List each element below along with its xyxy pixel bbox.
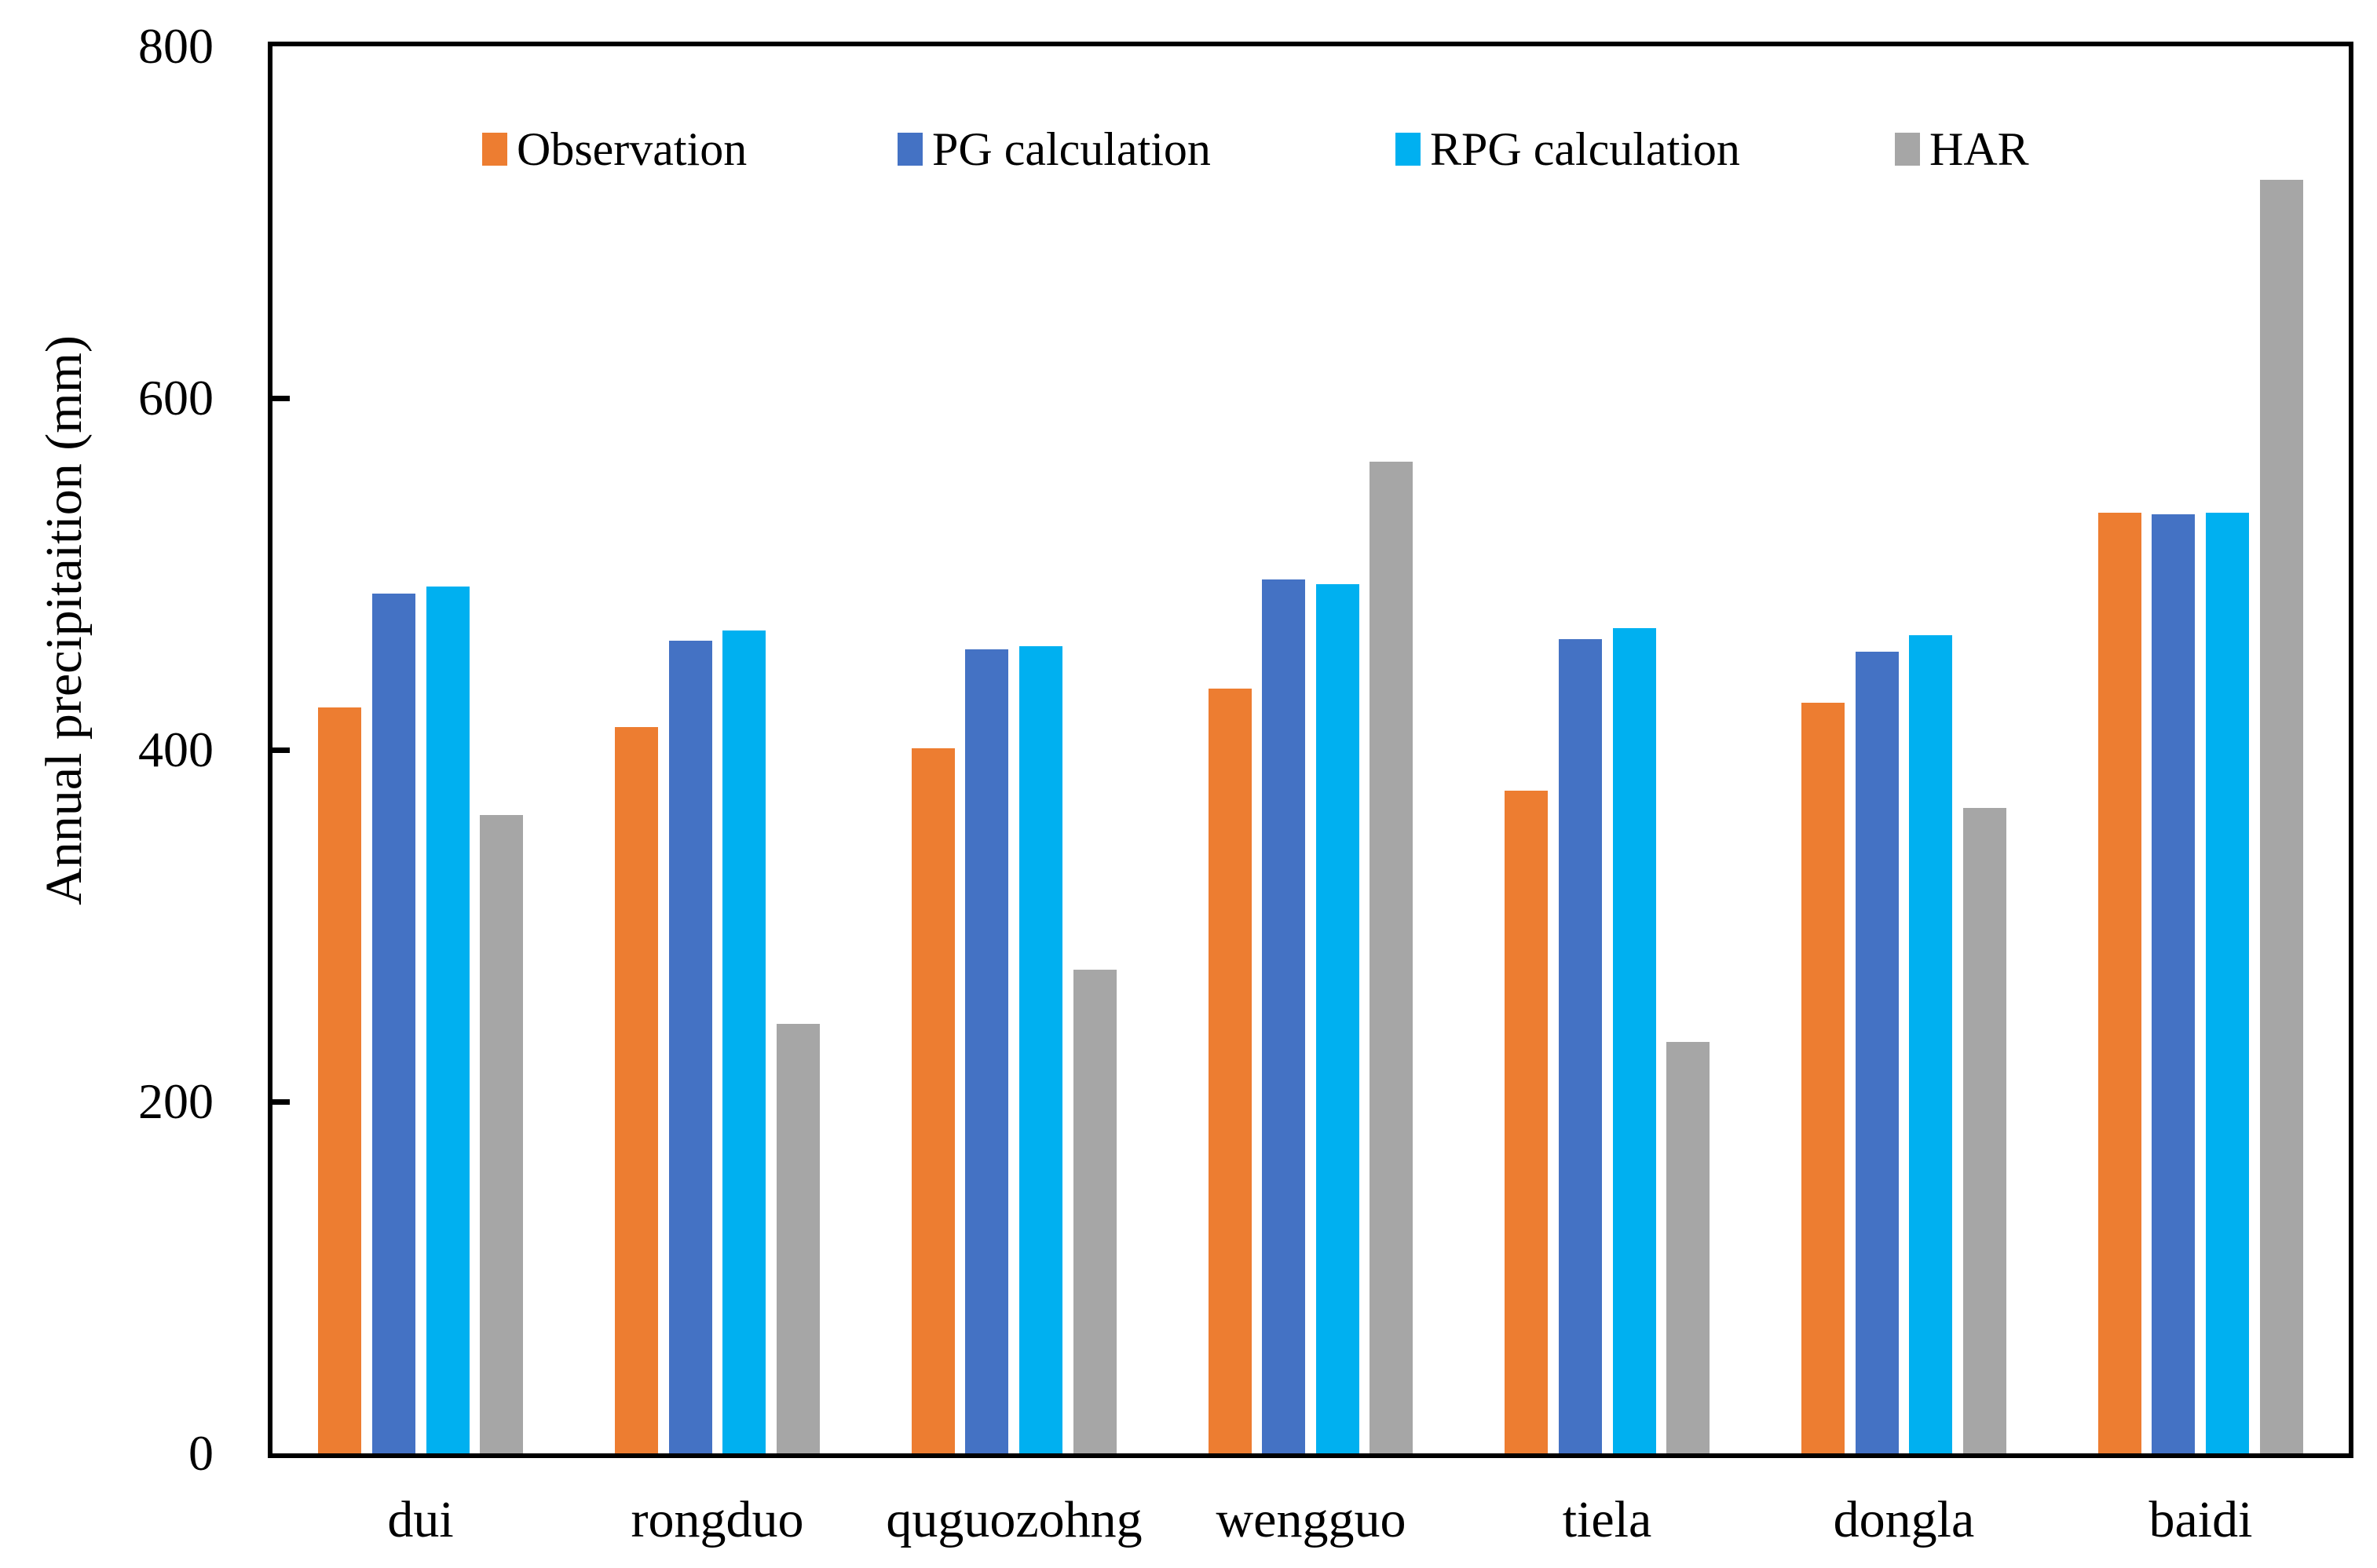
x-axis-label-quguozohng: quguozohng: [886, 1491, 1143, 1548]
x-axis-label-wengguo: wengguo: [1216, 1491, 1406, 1548]
y-axis-tick-label-0: 0: [188, 1425, 214, 1481]
legend-item-observation: Observation: [482, 116, 747, 182]
legend-item-har: HAR: [1895, 116, 2029, 182]
bar-har-dui: [480, 815, 523, 1453]
y-axis-tick-label-800: 800: [138, 18, 214, 74]
legend-item-rpg-calculation: RPG calculation: [1395, 116, 1740, 182]
bar-har-tiela: [1666, 1042, 1710, 1453]
legend-swatch-icon: [1895, 133, 1920, 166]
bar-rpg-calculation-wengguo: [1316, 584, 1359, 1453]
legend-swatch-icon: [1395, 133, 1421, 166]
y-axis-tick-label-200: 200: [138, 1073, 214, 1129]
bar-rpg-calculation-dongla: [1909, 635, 1952, 1453]
bar-rpg-calculation-baidi: [2206, 513, 2249, 1453]
bar-pg-calculation-wengguo: [1262, 579, 1305, 1453]
legend-label: HAR: [1929, 122, 2029, 175]
bar-rpg-calculation-rongduo: [722, 630, 766, 1453]
y-axis-tick-mark-200: [272, 1099, 290, 1105]
bar-observation-baidi: [2098, 513, 2141, 1453]
legend-item-pg-calculation: PG calculation: [898, 116, 1211, 182]
bar-har-quguozohng: [1073, 970, 1117, 1453]
y-axis-tick-label-400: 400: [138, 722, 214, 777]
bar-har-rongduo: [777, 1024, 820, 1453]
bar-rpg-calculation-quguozohng: [1019, 646, 1062, 1453]
y-axis-tick-mark-600: [272, 396, 290, 401]
bar-observation-dongla: [1801, 703, 1845, 1453]
bar-observation-wengguo: [1209, 689, 1252, 1453]
x-axis-label-baidi: baidi: [2148, 1491, 2253, 1548]
bar-har-baidi: [2260, 180, 2303, 1453]
bar-observation-tiela: [1505, 791, 1548, 1453]
legend-label: RPG calculation: [1430, 122, 1740, 175]
plot-inner: [272, 46, 2349, 1453]
x-axis-label-dongla: dongla: [1833, 1491, 1975, 1548]
x-axis-label-rongduo: rongduo: [631, 1491, 804, 1548]
y-axis-tick-label-600: 600: [138, 370, 214, 426]
plot-area: [268, 42, 2353, 1458]
legend-label: PG calculation: [932, 122, 1211, 175]
bar-pg-calculation-baidi: [2152, 514, 2195, 1453]
x-axis-label-tiela: tiela: [1562, 1491, 1652, 1548]
legend-swatch-icon: [482, 133, 507, 166]
legend-label: Observation: [517, 122, 748, 175]
x-axis-label-dui: dui: [387, 1491, 454, 1548]
bar-observation-quguozohng: [912, 748, 955, 1453]
bar-observation-dui: [318, 707, 361, 1453]
legend-swatch-icon: [898, 133, 923, 166]
bar-har-dongla: [1963, 808, 2006, 1453]
y-axis-tick-mark-400: [272, 747, 290, 753]
bar-pg-calculation-dongla: [1856, 652, 1899, 1453]
bar-rpg-calculation-tiela: [1613, 628, 1656, 1453]
bar-observation-rongduo: [615, 727, 658, 1453]
bar-rpg-calculation-dui: [426, 587, 470, 1453]
bar-har-wengguo: [1370, 462, 1413, 1453]
bar-pg-calculation-rongduo: [669, 641, 712, 1453]
bar-pg-calculation-quguozohng: [965, 649, 1008, 1453]
bar-pg-calculation-dui: [372, 594, 415, 1453]
bar-pg-calculation-tiela: [1559, 639, 1602, 1453]
